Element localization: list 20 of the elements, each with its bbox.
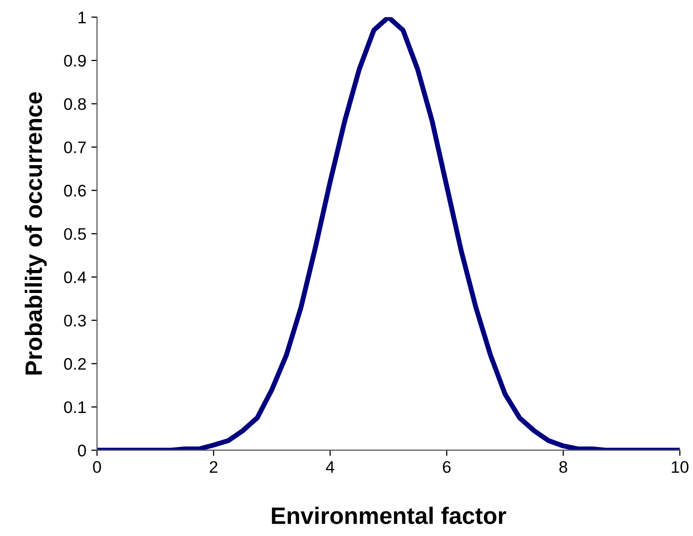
- x-tick-label: 10: [672, 461, 688, 473]
- y-tick-label: 0: [78, 444, 86, 456]
- y-tick-label: 0.8: [64, 98, 86, 110]
- y-tick-label: 0.5: [64, 228, 86, 240]
- x-tick-label: 0: [93, 461, 102, 473]
- x-tick-label: 2: [210, 461, 218, 473]
- y-tick-label: 0.2: [64, 358, 86, 370]
- line-series: [97, 17, 680, 450]
- x-tick-label: 4: [326, 461, 334, 473]
- y-axis-title: Probability of occurrence: [24, 92, 47, 374]
- y-tick-label: 1: [78, 12, 86, 24]
- y-tick-label: 0.9: [64, 54, 86, 67]
- y-tick-label: 0.3: [64, 314, 86, 327]
- y-tick-label: 0.6: [64, 184, 86, 197]
- x-axis-title: Environmental factor: [272, 506, 506, 524]
- y-tick-label: 0.1: [64, 401, 86, 414]
- x-tick-label: 8: [559, 461, 568, 473]
- x-tick-label: 6: [442, 461, 451, 473]
- y-tick-label: 0.4: [64, 271, 86, 284]
- y-tick-label: 0.7: [64, 141, 86, 154]
